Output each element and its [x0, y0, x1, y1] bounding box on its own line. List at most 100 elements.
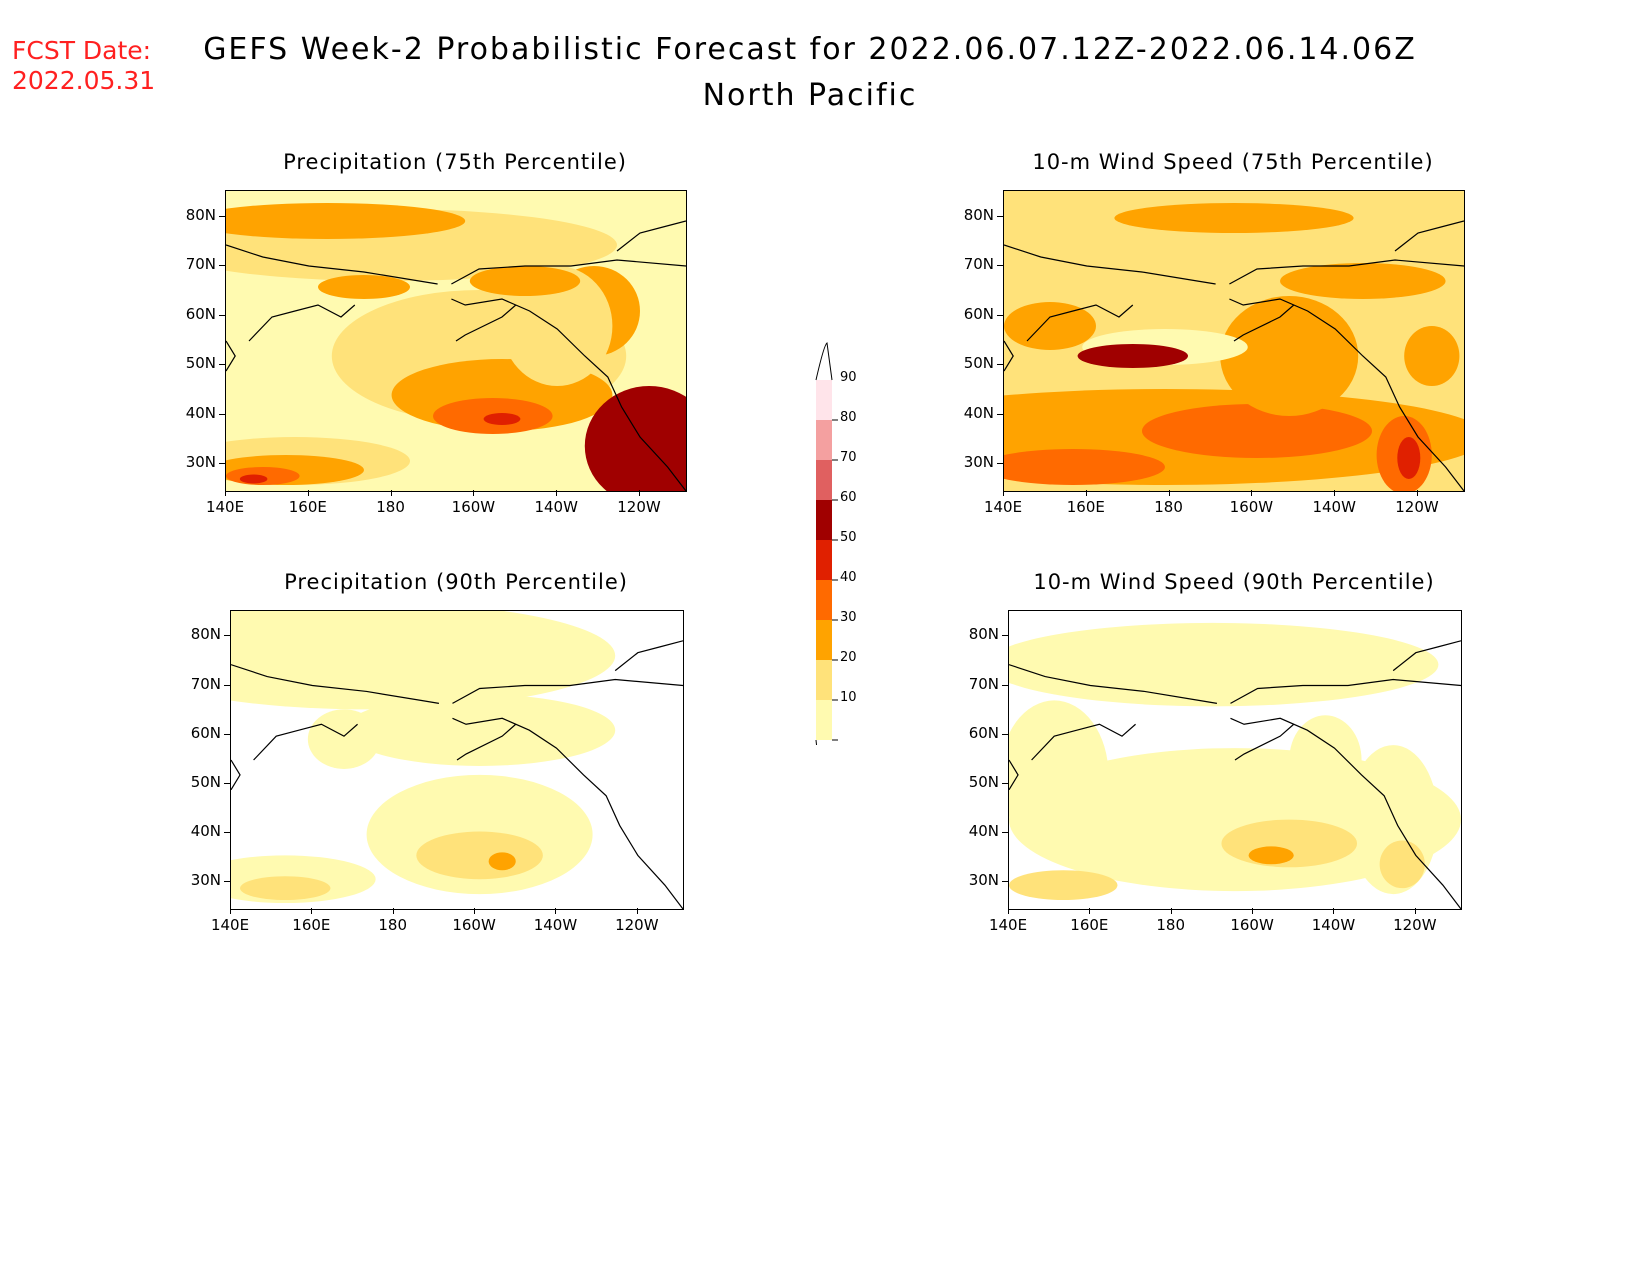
probability-contour — [1397, 437, 1421, 479]
colorbar-label: 20 — [840, 650, 857, 665]
lat-tick-label: 50N — [963, 354, 994, 372]
lon-tick-label: 180 — [1156, 916, 1186, 934]
colorbar-swatch — [816, 460, 832, 500]
colorbar-swatch — [816, 420, 832, 460]
lat-tick-label: 50N — [190, 772, 221, 791]
colorbar-swatch — [816, 580, 832, 620]
lat-tick-mark — [219, 215, 225, 217]
lat-tick-label: 50N — [185, 354, 216, 372]
colorbar-label: 70 — [840, 450, 857, 465]
lat-tick-mark — [224, 881, 230, 883]
lat-tick-mark — [1002, 635, 1008, 637]
map-frame-wind90 — [1008, 610, 1462, 910]
coastline — [455, 304, 517, 342]
lat-tick-mark — [219, 265, 225, 266]
colorbar-label: 80 — [840, 410, 857, 425]
lon-tick-label: 180 — [376, 498, 405, 516]
lat-tick-mark — [1002, 782, 1008, 784]
coastline — [1229, 259, 1464, 285]
lat-tick-label: 80N — [190, 625, 221, 644]
colorbar-bottom-cap — [815, 739, 823, 781]
probability-field-wind90 — [1009, 622, 1461, 909]
probability-field-precip90 — [231, 611, 683, 909]
lat-tick-mark — [224, 782, 230, 784]
lon-tick-mark — [639, 490, 640, 496]
coastline — [1392, 640, 1461, 672]
coastline — [226, 244, 438, 285]
probability-contour — [1280, 263, 1446, 299]
lon-tick-mark — [311, 908, 313, 914]
coastline — [253, 723, 358, 761]
probability-contour — [1379, 840, 1425, 889]
probability-contour — [240, 876, 331, 901]
probability-contour — [1404, 326, 1460, 386]
lat-tick-label: 30N — [190, 871, 221, 890]
probability-contour — [584, 386, 686, 491]
probability-field-wind75 — [1004, 191, 1464, 491]
map-frame-precip90 — [230, 610, 684, 910]
coastline — [456, 723, 517, 761]
probability-field-precip75 — [226, 191, 686, 491]
probability-contour — [1004, 302, 1096, 350]
map-frame-wind75 — [1003, 190, 1465, 492]
coastline — [1004, 340, 1014, 372]
probability-contour — [1077, 344, 1188, 368]
probability-contour — [483, 413, 521, 425]
lon-tick-label: 140E — [210, 916, 250, 934]
lat-tick-label: 60N — [963, 304, 994, 323]
lon-tick-label: 180 — [1154, 498, 1183, 516]
forecast-date-label: FCST Date: — [12, 36, 152, 65]
lon-tick-mark — [1333, 908, 1335, 914]
forecast-date-block: FCST Date: 2022.05.31 — [12, 36, 155, 96]
lon-tick-mark — [556, 490, 558, 496]
forecast-date-value: 2022.05.31 — [12, 66, 156, 95]
lon-tick-mark — [1003, 490, 1004, 496]
lon-tick-mark — [1008, 908, 1009, 914]
lon-tick-label: 140E — [205, 498, 245, 516]
lon-tick-mark — [390, 490, 392, 496]
lon-tick-label: 160W — [451, 498, 496, 516]
probability-contour — [344, 694, 616, 766]
colorbar-label: 50 — [840, 530, 857, 545]
coastline — [451, 298, 686, 491]
probability-contour — [1009, 870, 1118, 901]
lon-tick-mark — [474, 908, 476, 914]
panel-title-wind75: 10-m Wind Speed (75th Percentile) — [1032, 150, 1434, 174]
coastline — [231, 759, 241, 791]
lon-tick-label: 140E — [988, 916, 1028, 934]
probability-contour — [488, 852, 516, 871]
lat-tick-label: 60N — [185, 304, 216, 323]
lat-tick-mark — [224, 635, 230, 637]
lon-tick-mark — [225, 490, 226, 496]
lat-tick-mark — [224, 733, 230, 735]
lat-tick-mark — [997, 314, 1003, 316]
probability-contour — [1009, 700, 1109, 850]
coastline — [614, 640, 683, 672]
colorbar-label: 90 — [840, 370, 857, 385]
probability-contour — [1289, 715, 1362, 805]
coastline — [1233, 304, 1295, 342]
lon-tick-mark — [473, 490, 475, 496]
lat-tick-mark — [219, 413, 225, 415]
colorbar-swatch — [816, 620, 832, 660]
lon-tick-label: 160E — [292, 916, 331, 934]
lat-tick-mark — [997, 215, 1003, 217]
lon-tick-label: 120W — [615, 916, 659, 934]
lon-tick-label: 120W — [617, 498, 661, 516]
lon-tick-mark — [1251, 490, 1253, 496]
lat-tick-label: 80N — [963, 205, 994, 224]
lat-tick-mark — [224, 684, 230, 686]
coastline — [1009, 664, 1218, 704]
lat-tick-mark — [224, 832, 230, 833]
lat-tick-label: 70N — [190, 674, 221, 693]
probability-contour — [231, 611, 616, 710]
lon-tick-label: 120W — [1395, 498, 1439, 516]
lat-tick-label: 40N — [968, 822, 999, 840]
lat-tick-label: 70N — [185, 255, 216, 273]
lon-tick-mark — [636, 908, 638, 914]
colorbar-label: 40 — [840, 570, 857, 585]
lon-tick-label: 160W — [1230, 916, 1274, 934]
lat-tick-label: 50N — [968, 772, 999, 791]
lon-tick-mark — [1417, 490, 1418, 496]
coastline — [1031, 723, 1136, 761]
